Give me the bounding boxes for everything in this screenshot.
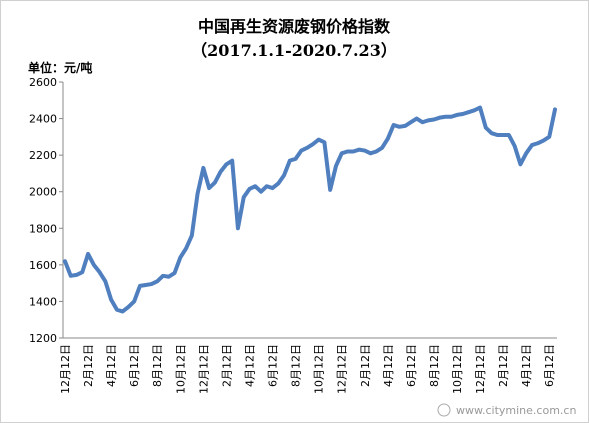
chart-title: 中国再生资源废钢价格指数 [198, 17, 391, 36]
x-tick-label: 12月12日 [474, 344, 487, 394]
x-tick-label: 2月12日 [220, 344, 233, 387]
watermark: www.citymine.com.cn [456, 404, 576, 417]
x-tick-label: 8月12日 [428, 344, 441, 387]
x-tick-label: 4月12日 [105, 344, 118, 387]
x-tick-label: 6月12日 [405, 344, 418, 387]
x-tick-label: 4月12日 [243, 344, 256, 387]
y-tick-label: 2600 [29, 76, 57, 89]
chart-subtitle: （2017.1.1-2020.7.23） [191, 41, 397, 60]
x-tick-label: 6月12日 [267, 344, 280, 387]
x-tick-label: 10月12日 [313, 344, 326, 394]
watermark-logo [437, 403, 451, 417]
x-tick-label: 4月12日 [382, 344, 395, 387]
x-tick-label: 8月12日 [151, 344, 164, 387]
x-tick-label: 10月12日 [174, 344, 187, 394]
x-tick-label: 12月12日 [336, 344, 349, 394]
x-tick-label: 8月12日 [290, 344, 303, 387]
y-tick-label: 2000 [29, 186, 57, 199]
x-tick-label: 2月12日 [359, 344, 372, 387]
x-tick-label: 10月12日 [451, 344, 464, 394]
x-tick-label: 12月12日 [59, 344, 72, 394]
x-tick-label: 4月12日 [520, 344, 533, 387]
y-tick-label: 2400 [29, 113, 57, 126]
y-tick-label: 2200 [29, 149, 57, 162]
line [63, 105, 557, 314]
y-tick-label: 1800 [29, 222, 57, 235]
y-tick-label: 1600 [29, 259, 57, 272]
x-tick-label: 6月12日 [128, 344, 141, 387]
y-tick-label: 1200 [29, 332, 57, 345]
y-tick-label: 1400 [29, 295, 57, 308]
x-tick-label: 12月12日 [197, 344, 210, 394]
x-tick-label: 2月12日 [82, 344, 95, 387]
y-axis-label: 单位：元/吨 [28, 60, 92, 75]
x-tick-label: 2月12日 [497, 344, 510, 387]
x-tick-label: 6月12日 [543, 344, 556, 387]
